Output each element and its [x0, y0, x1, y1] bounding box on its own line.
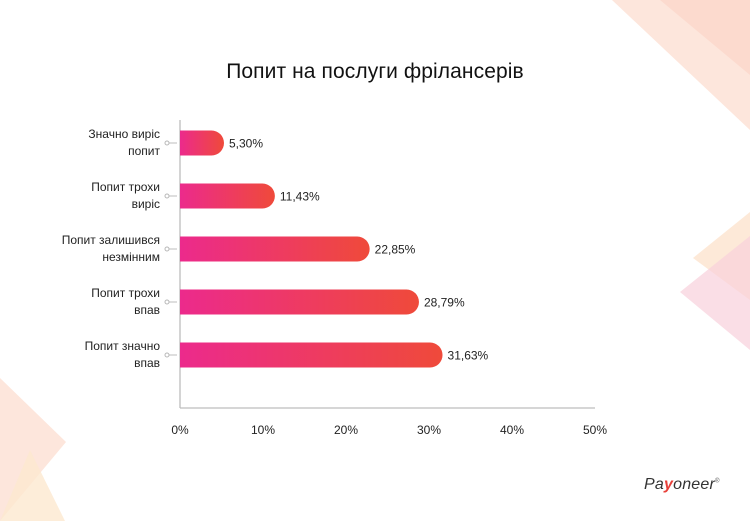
data-label: 11,43%	[280, 190, 320, 204]
category-label-line: впав	[134, 303, 160, 317]
category-label-line: незмінним	[102, 250, 160, 264]
payoneer-logo: Payoneer®	[644, 476, 720, 493]
bar	[180, 342, 443, 368]
category-label: Попит трохи виріс	[0, 179, 160, 213]
category-label-line: Попит трохи	[91, 180, 160, 194]
x-tick-label: 30%	[417, 423, 441, 437]
category-label: Значно виріс попит	[0, 126, 160, 160]
y-tick-dot	[164, 246, 170, 252]
category-label-line: Попит залишився	[61, 233, 160, 247]
category-label-line: Попит трохи	[91, 286, 160, 300]
y-tick-dot	[164, 352, 170, 358]
y-tick-dot	[164, 193, 170, 199]
data-label: 31,63%	[448, 349, 489, 363]
x-tick-label: 20%	[334, 423, 358, 437]
x-tick-label: 40%	[500, 423, 524, 437]
category-label: Попит залишився незмінним	[0, 232, 160, 266]
category-label-line: Попит значно	[84, 339, 160, 353]
x-tick-label: 10%	[251, 423, 275, 437]
category-label-line: Значно виріс	[88, 127, 160, 141]
y-tick-dot	[164, 299, 170, 305]
category-label: Попит значно впав	[0, 338, 160, 372]
data-label: 22,85%	[375, 243, 416, 257]
bar	[180, 130, 224, 156]
y-tick-dot	[164, 140, 170, 146]
chart-title: Попит на послуги фрілансерів	[226, 60, 524, 83]
x-tick-label: 50%	[583, 423, 607, 437]
category-label-line: впав	[134, 356, 160, 370]
bar	[180, 183, 275, 209]
data-label: 5,30%	[229, 137, 263, 151]
x-tick-label: 0%	[171, 423, 189, 437]
bar	[180, 289, 419, 315]
category-label: Попит трохи впав	[0, 285, 160, 319]
data-label: 28,79%	[424, 296, 465, 310]
category-label-line: попит	[128, 144, 160, 158]
bar	[180, 236, 370, 262]
category-label-line: виріс	[131, 197, 160, 211]
